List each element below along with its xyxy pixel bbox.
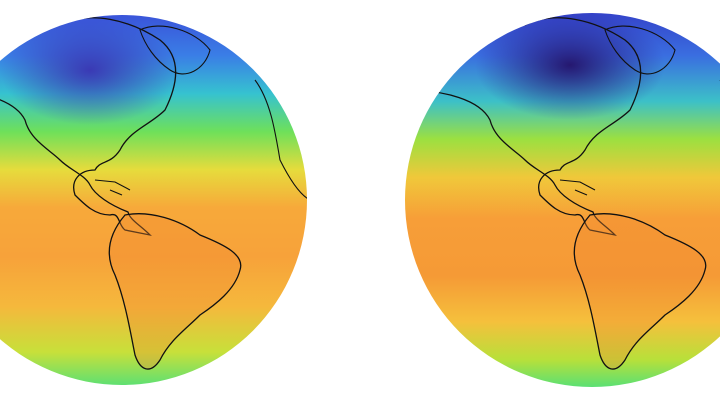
globe-right bbox=[405, 13, 720, 387]
globe-left bbox=[0, 15, 307, 385]
